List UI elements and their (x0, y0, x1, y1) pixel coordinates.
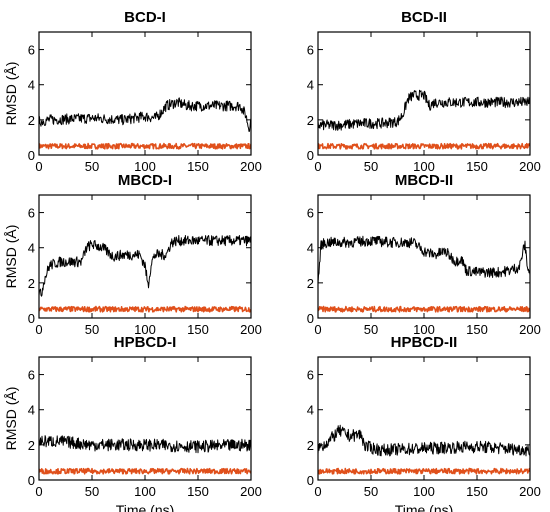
y-tick-label: 6 (307, 43, 314, 58)
panel-mbcd-ii: 0 50 100 150 200 0 2 4 6 MBCD-II (307, 172, 541, 337)
x-tick-label: 100 (413, 484, 435, 499)
y-axis-label: RMSD (Å) (3, 387, 19, 451)
x-tick-label: 200 (519, 159, 541, 174)
x-tick-label: 150 (187, 159, 209, 174)
y-tick-label: 0 (307, 473, 314, 488)
x-tick-label: 50 (364, 322, 378, 337)
x-tick-label: 100 (413, 322, 435, 337)
panel-title: BCD-II (401, 9, 447, 26)
rmsd-trace-orange (318, 142, 530, 150)
y-tick-label: 2 (307, 276, 314, 291)
y-tick-label: 4 (28, 241, 35, 256)
x-tick-label: 0 (314, 322, 321, 337)
y-tick-label: 4 (307, 403, 314, 418)
x-tick-label: 150 (187, 484, 209, 499)
x-tick-label: 0 (314, 484, 321, 499)
panel-title: MBCD-I (118, 172, 172, 189)
y-tick-label: 2 (307, 438, 314, 453)
rmsd-trace-orange (39, 467, 251, 475)
x-tick-label: 200 (519, 322, 541, 337)
x-tick-label: 150 (466, 322, 488, 337)
x-tick-label: 150 (187, 322, 209, 337)
rmsd-trace-orange (318, 305, 530, 313)
y-tick-label: 4 (28, 78, 35, 93)
y-tick-label: 0 (307, 148, 314, 163)
x-tick-label: 100 (134, 484, 156, 499)
x-tick-label: 100 (134, 322, 156, 337)
y-tick-label: 6 (307, 368, 314, 383)
panel-hpbcd-ii: 0 50 100 150 200 0 2 4 6 HPBCD-II Time (ns) (307, 334, 541, 512)
y-tick-label: 0 (28, 473, 35, 488)
y-tick-label: 6 (28, 43, 35, 58)
x-tick-label: 50 (85, 159, 99, 174)
rmsd-trace-black (318, 89, 530, 131)
y-tick-label: 0 (28, 311, 35, 326)
x-tick-label: 50 (85, 322, 99, 337)
rmsd-trace-black (318, 235, 530, 284)
y-axis-label: RMSD (Å) (3, 62, 19, 126)
panel-bcd-i: 0 50 100 150 200 0 2 4 6 BCD-I RMSD (Å) (3, 9, 262, 174)
rmsd-trace-orange (318, 467, 530, 475)
y-tick-label: 0 (28, 148, 35, 163)
x-tick-label: 100 (134, 159, 156, 174)
rmsd-trace-black (318, 424, 530, 457)
y-tick-label: 2 (28, 438, 35, 453)
rmsd-trace-black (39, 235, 251, 297)
panel-title: BCD-I (124, 9, 166, 26)
x-tick-label: 200 (519, 484, 541, 499)
y-tick-label: 4 (28, 403, 35, 418)
x-tick-label: 0 (35, 322, 42, 337)
panel-title: HPBCD-II (391, 334, 458, 351)
rmsd-trace-orange (39, 142, 251, 150)
y-tick-label: 4 (307, 78, 314, 93)
panel-mbcd-i: 0 50 100 150 200 0 2 4 6 MBCD-I RMSD (Å) (3, 172, 262, 337)
rmsd-trace-black (39, 435, 251, 454)
x-tick-label: 200 (240, 159, 262, 174)
y-tick-label: 0 (307, 311, 314, 326)
panel-title: HPBCD-I (114, 334, 177, 351)
y-tick-label: 6 (307, 206, 314, 221)
y-axis-label: RMSD (Å) (3, 225, 19, 289)
x-tick-label: 50 (85, 484, 99, 499)
y-tick-label: 2 (307, 113, 314, 128)
x-tick-label: 0 (35, 484, 42, 499)
x-tick-label: 150 (466, 159, 488, 174)
y-tick-label: 6 (28, 368, 35, 383)
x-tick-label: 100 (413, 159, 435, 174)
x-axis-label: Time (ns) (395, 502, 454, 512)
x-tick-label: 50 (364, 484, 378, 499)
y-tick-label: 4 (307, 241, 314, 256)
y-tick-label: 2 (28, 113, 35, 128)
rmsd-trace-orange (39, 305, 251, 313)
x-axis-label: Time (ns) (116, 502, 175, 512)
x-tick-label: 200 (240, 484, 262, 499)
x-tick-label: 200 (240, 322, 262, 337)
x-tick-label: 0 (314, 159, 321, 174)
panel-bcd-ii: 0 50 100 150 200 0 2 4 6 BCD-II (307, 9, 541, 174)
x-tick-label: 0 (35, 159, 42, 174)
rmsd-trace-black (39, 97, 251, 132)
y-tick-label: 2 (28, 276, 35, 291)
panel-hpbcd-i: 0 50 100 150 200 0 2 4 6 HPBCD-I RMSD (Å) Time (ns) (3, 334, 262, 512)
panel-title: MBCD-II (395, 172, 453, 189)
x-tick-label: 150 (466, 484, 488, 499)
x-tick-label: 50 (364, 159, 378, 174)
y-tick-label: 6 (28, 206, 35, 221)
